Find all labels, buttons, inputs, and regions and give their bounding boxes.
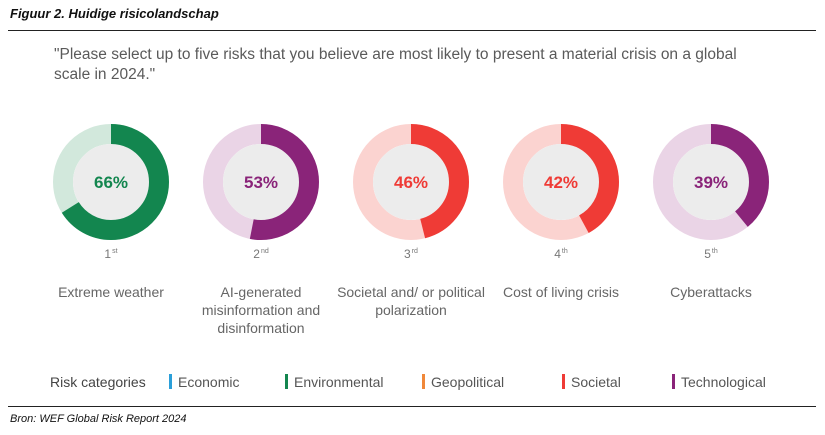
donut-value-label: 53% (244, 173, 278, 192)
legend-label: Geopolitical (431, 374, 505, 390)
risk-label: AI-generated misinformation and disinfor… (201, 284, 321, 336)
risk-label: Extreme weather (58, 284, 164, 300)
donut-value-arc (653, 124, 769, 240)
donut-center (523, 144, 599, 220)
rank-number: 5 (704, 247, 711, 261)
rank-suffix: th (711, 248, 718, 255)
risk-label: Societal and/ or political polarization (337, 284, 485, 318)
rank-number: 3 (404, 247, 411, 261)
donut-svg: 39% (653, 124, 769, 240)
legend-swatch (422, 374, 425, 389)
figure-title: Figuur 2. Huidige risicolandschap (10, 6, 219, 21)
rank-suffix: st (112, 248, 118, 255)
legend-swatch (562, 374, 565, 389)
rank-label: 4th (486, 247, 636, 261)
legend-item-geopolitical: Geopolitical (422, 374, 504, 390)
donut-value-arc (53, 124, 169, 240)
legend-title: Risk categories (50, 374, 146, 390)
donut-2: 53% (197, 118, 325, 246)
risk-label: Cyberattacks (670, 284, 752, 300)
legend-label: Societal (571, 374, 621, 390)
donut-value-label: 39% (694, 173, 728, 192)
donut-svg: 66% (53, 124, 169, 240)
donut-value-label: 46% (394, 173, 428, 192)
legend-label: Economic (178, 374, 240, 390)
rank-number: 4 (554, 247, 561, 261)
legend-swatch (285, 374, 288, 389)
rank-label: 1st (36, 247, 186, 261)
legend-swatch (169, 374, 172, 389)
legend-item-technological: Technological (672, 374, 766, 390)
donut-svg: 46% (353, 124, 469, 240)
donut-value-label: 66% (94, 173, 128, 192)
legend-item-environmental: Environmental (285, 374, 384, 390)
legend-label: Environmental (294, 374, 384, 390)
legend-item-societal: Societal (562, 374, 621, 390)
donut-center (73, 144, 149, 220)
donut-center (673, 144, 749, 220)
legend-label: Technological (681, 374, 766, 390)
rank-suffix: th (561, 248, 568, 255)
rank-number: 2 (253, 247, 260, 261)
donut-value-label: 42% (544, 173, 578, 192)
rank-suffix: nd (260, 248, 269, 255)
rank-label: 5th (636, 247, 786, 261)
rank-suffix: rd (411, 248, 418, 255)
rank-label: 2nd (186, 247, 336, 261)
source-note: Bron: WEF Global Risk Report 2024 (10, 413, 187, 425)
donut-center (373, 144, 449, 220)
donut-1: 66% (47, 118, 175, 246)
donut-5: 39% (647, 118, 775, 246)
donut-svg: 42% (503, 124, 619, 240)
survey-question: "Please select up to five risks that you… (54, 46, 737, 83)
legend-swatch (672, 374, 675, 389)
top-rule (8, 30, 816, 31)
donut-value-arc (203, 124, 319, 240)
rank-label: 3rd (336, 247, 486, 261)
donut-4: 42% (497, 118, 625, 246)
donut-value-arc (503, 124, 619, 240)
donut-value-arc (353, 124, 469, 240)
donut-svg: 53% (203, 124, 319, 240)
donut-center (223, 144, 299, 220)
rank-number: 1 (104, 247, 112, 261)
bottom-rule (8, 406, 816, 407)
risk-label: Cost of living crisis (503, 284, 619, 300)
legend-item-economic: Economic (169, 374, 239, 390)
donut-3: 46% (347, 118, 475, 246)
